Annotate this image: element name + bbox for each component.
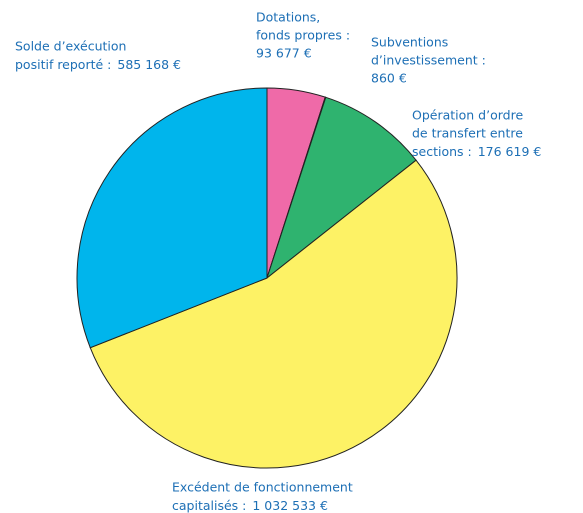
slice-label: Opération d’ordre [412, 108, 523, 123]
value-label: 176 619 € [478, 144, 542, 159]
value-label: 1 032 533 € [252, 498, 328, 513]
slice-label: Solde d’exécution [15, 39, 126, 54]
slice-label: d’investissement : [371, 53, 486, 68]
value-label: 93 677 € [256, 46, 312, 61]
slice-label-text: positif reporté : [15, 57, 111, 72]
slice-label: capitalisés : 1 032 533 € [172, 498, 328, 513]
value-label: 585 168 € [117, 57, 181, 72]
slice-label: Excédent de fonctionnement [172, 480, 353, 495]
slice-label-text: sections : [412, 144, 472, 159]
slice-label: Subventions [371, 35, 448, 50]
slice-label: positif reporté : 585 168 € [15, 57, 181, 72]
slice-label: de transfert entre [412, 126, 523, 141]
slice-label: Dotations, [256, 10, 320, 25]
slice-label: fonds propres : [256, 28, 350, 43]
chart: Dotations, fonds propres : 93 677 € Subvent… [0, 0, 583, 513]
slice-label-text: capitalisés : [172, 498, 246, 513]
value-label: 860 € [371, 71, 407, 86]
slice-label: sections : 176 619 € [412, 144, 541, 159]
